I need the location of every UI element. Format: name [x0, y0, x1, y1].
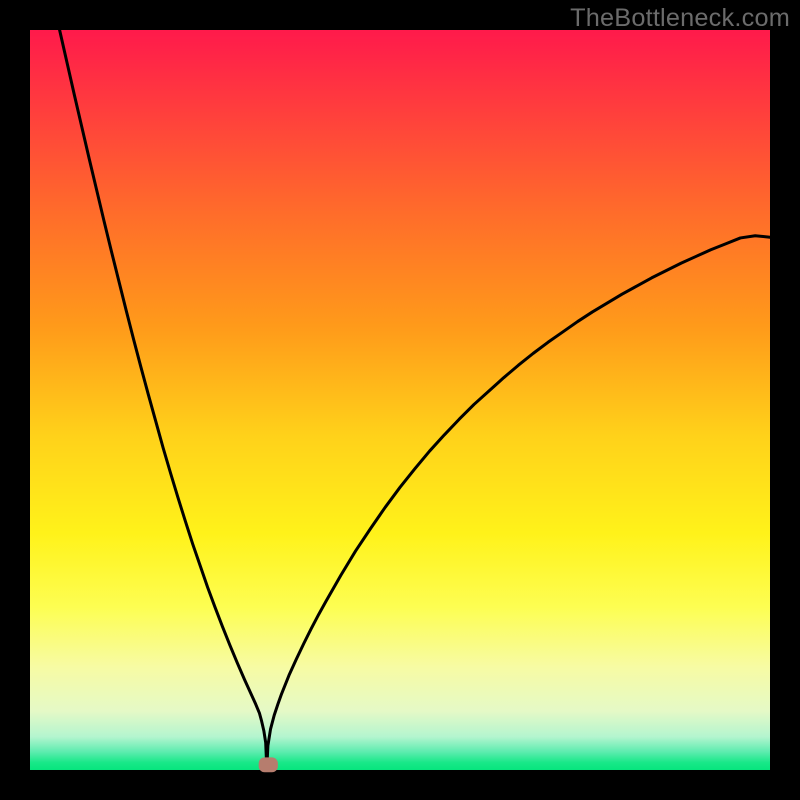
bottleneck-chart	[0, 0, 800, 800]
chart-container: TheBottleneck.com	[0, 0, 800, 800]
optimal-marker	[259, 757, 278, 772]
plot-background	[30, 30, 770, 770]
watermark-text: TheBottleneck.com	[570, 4, 790, 33]
